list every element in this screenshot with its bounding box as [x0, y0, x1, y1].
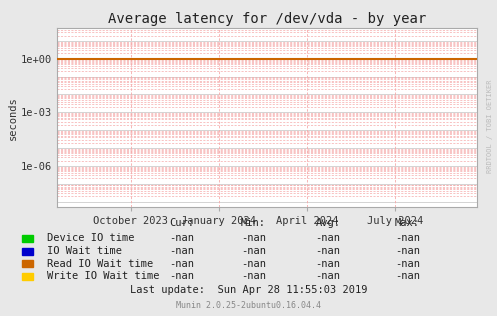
Title: Average latency for /dev/vda - by year: Average latency for /dev/vda - by year	[108, 12, 426, 26]
Text: -nan: -nan	[316, 246, 340, 256]
Text: Munin 2.0.25-2ubuntu0.16.04.4: Munin 2.0.25-2ubuntu0.16.04.4	[176, 301, 321, 310]
Text: Device IO time: Device IO time	[47, 233, 135, 243]
Text: -nan: -nan	[169, 258, 194, 269]
Text: -nan: -nan	[241, 271, 266, 281]
Text: RRDTOOL / TOBI OETIKER: RRDTOOL / TOBI OETIKER	[487, 80, 493, 173]
Text: Max:: Max:	[395, 218, 420, 228]
Y-axis label: seconds: seconds	[8, 96, 18, 140]
Text: -nan: -nan	[241, 233, 266, 243]
Text: -nan: -nan	[395, 233, 420, 243]
Text: Last update:  Sun Apr 28 11:55:03 2019: Last update: Sun Apr 28 11:55:03 2019	[130, 285, 367, 295]
Text: -nan: -nan	[395, 258, 420, 269]
Text: -nan: -nan	[169, 246, 194, 256]
Text: -nan: -nan	[169, 271, 194, 281]
Text: -nan: -nan	[316, 271, 340, 281]
Text: -nan: -nan	[395, 271, 420, 281]
Text: IO Wait time: IO Wait time	[47, 246, 122, 256]
Text: Write IO Wait time: Write IO Wait time	[47, 271, 160, 281]
Text: Min:: Min:	[241, 218, 266, 228]
Text: -nan: -nan	[241, 246, 266, 256]
Text: -nan: -nan	[169, 233, 194, 243]
Text: -nan: -nan	[316, 258, 340, 269]
Text: -nan: -nan	[395, 246, 420, 256]
Text: Avg:: Avg:	[316, 218, 340, 228]
Text: -nan: -nan	[316, 233, 340, 243]
Text: Cur:: Cur:	[169, 218, 194, 228]
Text: Read IO Wait time: Read IO Wait time	[47, 258, 154, 269]
Text: -nan: -nan	[241, 258, 266, 269]
